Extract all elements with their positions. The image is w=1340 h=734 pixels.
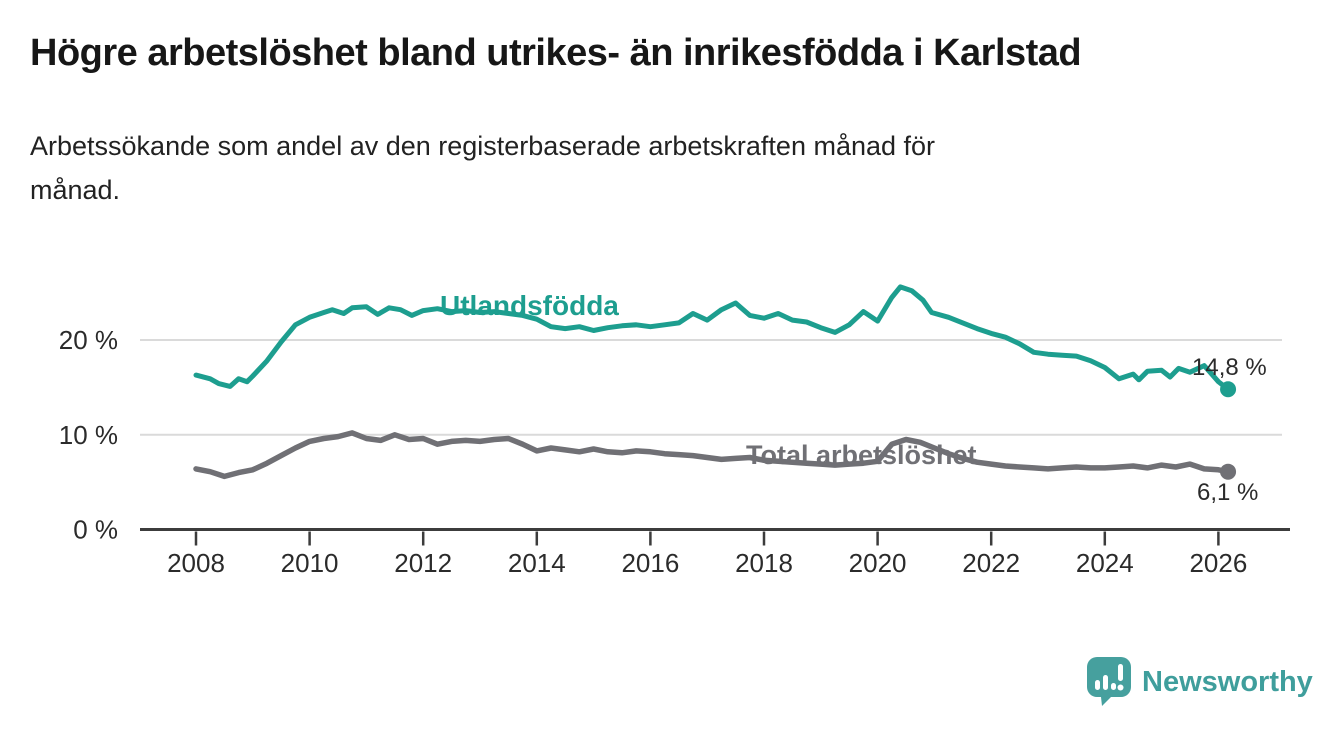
end-value-total: 6,1 % — [1197, 479, 1259, 506]
y-tick-label: 10 % — [59, 420, 118, 450]
series-label-utlandsfodda: Utlandsfödda — [440, 290, 619, 321]
x-tick-label: 2016 — [621, 548, 679, 578]
utlandsfodda-end-dot — [1220, 381, 1237, 398]
newsworthy-icon — [1087, 657, 1131, 706]
end-value-utlandsfodda: 14,8 % — [1192, 354, 1267, 381]
x-tick-label: 2018 — [735, 548, 793, 578]
newsworthy-logo: Newsworthy — [1086, 657, 1313, 707]
subtitle-line-2: månad. — [30, 175, 121, 205]
x-tick-label: 2012 — [394, 548, 452, 578]
total-arbetsloshet-end-dot — [1220, 463, 1237, 480]
chart-subtitle: Arbetssökande som andel av den registerb… — [30, 124, 1280, 212]
series-label-total-arbetsloshet: Total arbetslöshet — [746, 440, 977, 470]
x-tick-label: 2022 — [962, 548, 1020, 578]
x-tick-label: 2020 — [849, 548, 907, 578]
x-tick-label: 2026 — [1189, 548, 1247, 578]
subtitle-line-1: Arbetssökande som andel av den registerb… — [30, 131, 936, 161]
x-tick-label: 2008 — [167, 548, 225, 578]
utlandsfodda-line — [193, 284, 1231, 392]
y-tick-label: 20 % — [59, 325, 118, 355]
x-tick-label: 2010 — [281, 548, 339, 578]
x-tick-label: 2014 — [508, 548, 566, 578]
page-title: Högre arbetslöshet bland utrikes- än inr… — [30, 32, 1082, 74]
total-arbetsloshet-line — [193, 430, 1231, 480]
x-tick-label: 2024 — [1076, 548, 1134, 578]
newsworthy-wordmark: Newsworthy — [1142, 665, 1313, 698]
y-tick-label: 0 % — [73, 515, 118, 545]
